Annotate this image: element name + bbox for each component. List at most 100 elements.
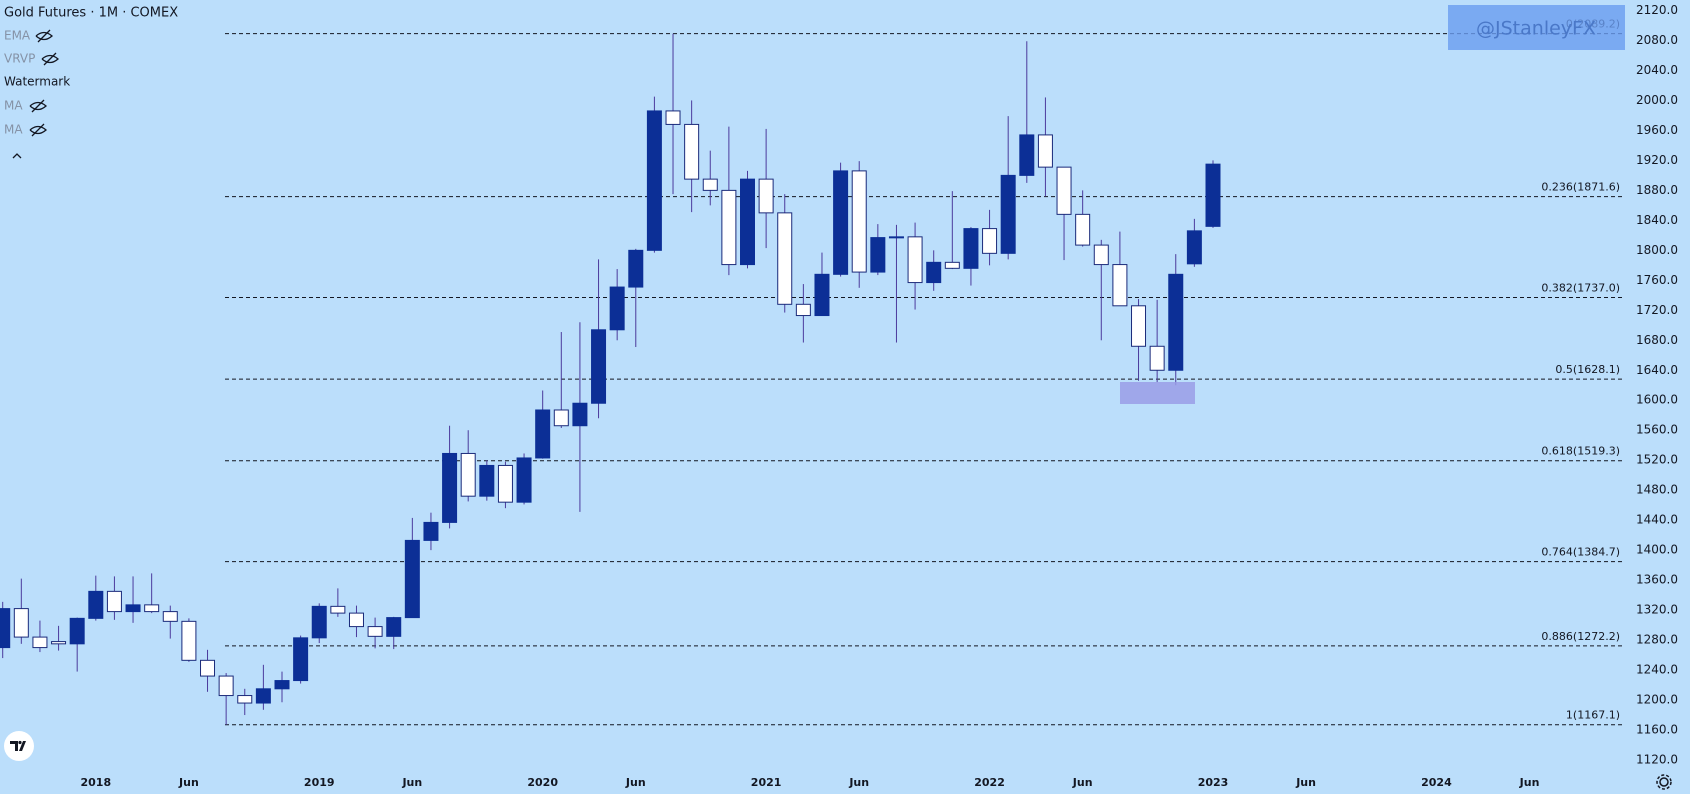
candle-body: [237, 695, 253, 704]
collapse-icon[interactable]: [12, 153, 22, 159]
candle-body: [516, 457, 532, 503]
candle-body: [1186, 230, 1202, 265]
legend: Gold Futures · 1M · COMEX EMA VRVP Water…: [4, 6, 178, 159]
candle-body: [907, 236, 923, 284]
eye-icon[interactable]: [41, 52, 59, 66]
candle-body: [106, 590, 122, 613]
y-tick-label: 1960.0: [1636, 123, 1678, 137]
candle-body: [181, 620, 197, 661]
candle-body: [311, 605, 327, 639]
y-tick-label: 1720.0: [1636, 303, 1678, 317]
candle-body: [1131, 305, 1147, 347]
candle-body: [162, 611, 178, 622]
x-tick-label: Jun: [1295, 776, 1316, 789]
candle-body: [665, 110, 681, 125]
candle-body: [833, 170, 849, 275]
candle-body: [479, 464, 495, 497]
y-tick-label: 1760.0: [1636, 273, 1678, 287]
candle-body: [144, 604, 160, 613]
x-tick-label: 2023: [1198, 776, 1229, 789]
settings-icon[interactable]: [1656, 774, 1672, 790]
y-tick-label: 1440.0: [1636, 513, 1678, 527]
eye-icons: [12, 29, 59, 159]
candle-body: [1075, 213, 1091, 246]
indicator[interactable]: MA: [4, 123, 23, 137]
candle-body: [1056, 166, 1072, 215]
y-tick-label: 1120.0: [1636, 753, 1678, 767]
candle-body: [367, 626, 383, 637]
tv-logo[interactable]: [4, 731, 34, 761]
y-tick-label: 1640.0: [1636, 363, 1678, 377]
x-tick-label: 2024: [1421, 776, 1452, 789]
candle-body: [330, 605, 346, 614]
candle-body: [982, 228, 998, 254]
level-label: 0.236(1871.6): [1541, 181, 1620, 194]
candle-body: [348, 612, 364, 628]
level-label: 1(1167.1): [1566, 709, 1620, 722]
candle-body: [404, 539, 420, 619]
x-tick-label: Jun: [848, 776, 869, 789]
eye-icon[interactable]: [29, 123, 47, 137]
y-tick-label: 1880.0: [1636, 183, 1678, 197]
indicator[interactable]: VRVP: [4, 52, 35, 66]
x-tick-label: Jun: [1519, 776, 1540, 789]
y-tick-label: 2040.0: [1636, 63, 1678, 77]
eye-icon[interactable]: [35, 29, 53, 43]
candle-body: [851, 170, 867, 273]
x-tick-label: Jun: [625, 776, 646, 789]
y-tick-label: 1320.0: [1636, 603, 1678, 617]
candle-body: [721, 189, 737, 266]
y-tick-label: 1680.0: [1636, 333, 1678, 347]
y-tick-label: 1840.0: [1636, 213, 1678, 227]
candle-body: [702, 178, 718, 191]
y-tick-label: 1920.0: [1636, 153, 1678, 167]
candle-body: [423, 521, 439, 541]
chart-title: Gold Futures · 1M · COMEX: [4, 6, 178, 21]
indicator[interactable]: EMA: [4, 29, 31, 43]
candle-body: [274, 680, 290, 690]
level-label: 0.886(1272.2): [1541, 630, 1620, 643]
candle-body: [218, 675, 234, 697]
candle-body: [870, 237, 886, 273]
candle-body: [777, 212, 793, 305]
candle-body: [1093, 244, 1109, 266]
y-tick-label: 1160.0: [1636, 723, 1678, 737]
candle-body: [795, 303, 811, 317]
candle-body: [200, 659, 216, 677]
y-tick-label: 1560.0: [1636, 423, 1678, 437]
candle-body: [32, 636, 48, 649]
candle-body: [684, 123, 700, 180]
y-tick-label: 1280.0: [1636, 633, 1678, 647]
eye-icon[interactable]: [29, 99, 47, 113]
candle-body: [944, 261, 960, 269]
candle-body: [1149, 345, 1165, 371]
y-tick-label: 1360.0: [1636, 573, 1678, 587]
candle-body: [1000, 174, 1016, 254]
x-tick-label: 2022: [974, 776, 1005, 789]
candle-body: [293, 637, 309, 682]
candle-body: [460, 452, 476, 497]
y-tick-label: 1480.0: [1636, 483, 1678, 497]
candle-body: [646, 110, 662, 251]
candle-body: [1168, 273, 1184, 371]
candle-body: [0, 608, 11, 649]
y-tick-label: 1400.0: [1636, 543, 1678, 557]
indicator[interactable]: MA: [4, 99, 23, 113]
candle-body: [88, 590, 104, 619]
y-tick-label: 1800.0: [1636, 243, 1678, 257]
y-tick-label: 2120.0: [1636, 3, 1678, 17]
x-tick-label: Jun: [1072, 776, 1093, 789]
candle-body: [1205, 163, 1221, 227]
candle-body: [125, 604, 141, 613]
level-label: 0.382(1737.0): [1541, 282, 1620, 295]
y-tick-label: 1240.0: [1636, 663, 1678, 677]
x-tick-label: 2020: [527, 776, 558, 789]
indicator[interactable]: Watermark: [4, 75, 70, 89]
candle-body: [814, 273, 830, 317]
level-label: 0.764(1384.7): [1541, 546, 1620, 559]
candle-body: [628, 249, 644, 288]
level-label: 0.618(1519.3): [1541, 445, 1620, 458]
x-tick-label: Jun: [401, 776, 422, 789]
candle-body: [740, 178, 755, 266]
